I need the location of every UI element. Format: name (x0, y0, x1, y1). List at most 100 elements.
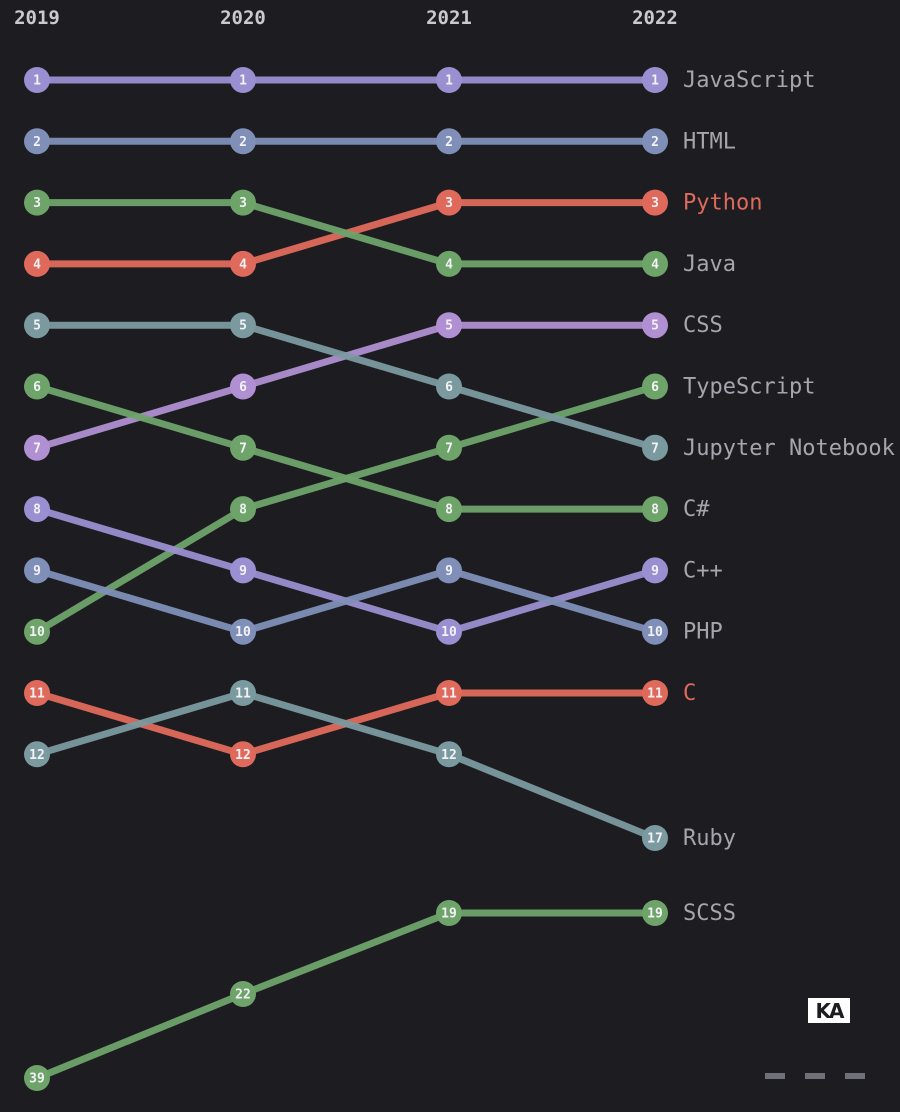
data-point-marker (642, 373, 668, 400)
data-point-marker (642, 250, 668, 277)
page-indicator-dot[interactable] (805, 1073, 825, 1079)
series-label: C (683, 681, 696, 706)
data-label: 1 (33, 74, 41, 89)
data-point: 10 (230, 618, 256, 645)
data-label: 7 (239, 441, 247, 456)
data-label: 10 (647, 625, 663, 640)
data-label: 3 (651, 196, 659, 211)
data-point: 8 (230, 496, 256, 523)
data-point-marker (24, 680, 50, 706)
series-label: HTML (683, 129, 736, 154)
data-point-marker (436, 618, 462, 645)
data-point-marker (24, 312, 50, 339)
data-label: 3 (445, 196, 453, 211)
data-point-marker (642, 618, 668, 645)
data-point: 7 (642, 434, 668, 461)
data-label: 12 (235, 748, 251, 763)
series-line-c- (36, 383, 655, 513)
data-point: 19 (436, 900, 462, 926)
data-point: 9 (24, 557, 50, 584)
data-point-marker (24, 557, 50, 584)
series-line-jupyter-notebook (37, 321, 656, 452)
data-point-marker (436, 557, 462, 584)
data-point: 10 (642, 618, 668, 645)
series-label: Jupyter Notebook (683, 436, 895, 461)
data-point-marker (642, 189, 668, 216)
data-label: 11 (29, 687, 45, 702)
x-tick-label: 2021 (426, 7, 472, 29)
data-point-marker (436, 496, 462, 523)
series-line-ruby (36, 689, 657, 842)
data-point: 7 (230, 434, 256, 461)
data-label: 8 (651, 503, 659, 518)
x-tick-label: 2020 (220, 7, 266, 29)
data-point-marker (436, 250, 462, 277)
data-point: 11 (230, 680, 256, 706)
brand-logo: KA (808, 998, 850, 1023)
data-label: 12 (441, 748, 457, 763)
data-point-marker (230, 67, 256, 93)
data-point: 2 (24, 128, 50, 155)
data-point-marker (436, 434, 462, 461)
data-point-marker (436, 680, 462, 706)
data-point: 5 (24, 312, 50, 339)
data-point: 3 (642, 189, 668, 216)
data-point-marker (436, 373, 462, 400)
data-point: 10 (436, 618, 462, 645)
data-point: 9 (436, 557, 462, 584)
data-point: 6 (642, 373, 668, 400)
data-point: 9 (642, 557, 668, 584)
data-point-marker (436, 128, 462, 155)
data-point: 3 (230, 189, 256, 216)
data-label: 7 (445, 441, 453, 456)
series-label: PHP (683, 620, 723, 645)
data-point: 12 (436, 741, 462, 768)
series-line-c- (36, 505, 656, 636)
data-label: 5 (651, 319, 659, 334)
data-label: 11 (647, 687, 663, 702)
data-label: 9 (445, 564, 453, 579)
data-label: 2 (651, 135, 659, 150)
data-point: 7 (436, 434, 462, 461)
series-line-php (36, 566, 656, 636)
data-label: 4 (33, 257, 41, 272)
data-point: 11 (24, 680, 50, 706)
data-point: 1 (436, 67, 462, 93)
data-label: 11 (235, 687, 251, 702)
page-indicator-dot[interactable] (845, 1073, 865, 1079)
data-point-marker (230, 981, 256, 1007)
data-point: 39 (24, 1065, 50, 1091)
data-point-marker (230, 496, 256, 523)
data-point-marker (230, 189, 256, 216)
data-point: 6 (24, 373, 50, 400)
data-label: 9 (651, 564, 659, 579)
data-label: 39 (29, 1072, 45, 1087)
data-point-marker (24, 250, 50, 277)
data-label: 17 (647, 832, 663, 847)
data-point-marker (24, 1065, 50, 1091)
data-point: 11 (436, 680, 462, 706)
x-tick-label: 2019 (14, 7, 60, 29)
data-point: 4 (24, 250, 50, 277)
data-point: 9 (230, 557, 256, 584)
data-point-marker (230, 741, 256, 768)
data-point-marker (24, 128, 50, 155)
data-point: 5 (230, 312, 256, 339)
data-label: 4 (445, 257, 453, 272)
data-point-marker (230, 373, 256, 400)
data-point-marker (24, 496, 50, 523)
data-label: 5 (445, 319, 453, 334)
data-point-marker (642, 496, 668, 523)
data-label: 10 (235, 625, 251, 640)
data-label: 4 (651, 257, 659, 272)
series-label: SCSS (683, 901, 736, 926)
data-point-marker (642, 680, 668, 706)
data-label: 12 (29, 748, 45, 763)
page-indicator-dot[interactable] (765, 1073, 785, 1079)
data-label: 6 (651, 380, 659, 395)
data-point: 10 (24, 618, 50, 645)
data-label: 2 (445, 135, 453, 150)
data-point-marker (24, 741, 50, 768)
data-label: 1 (239, 74, 247, 89)
